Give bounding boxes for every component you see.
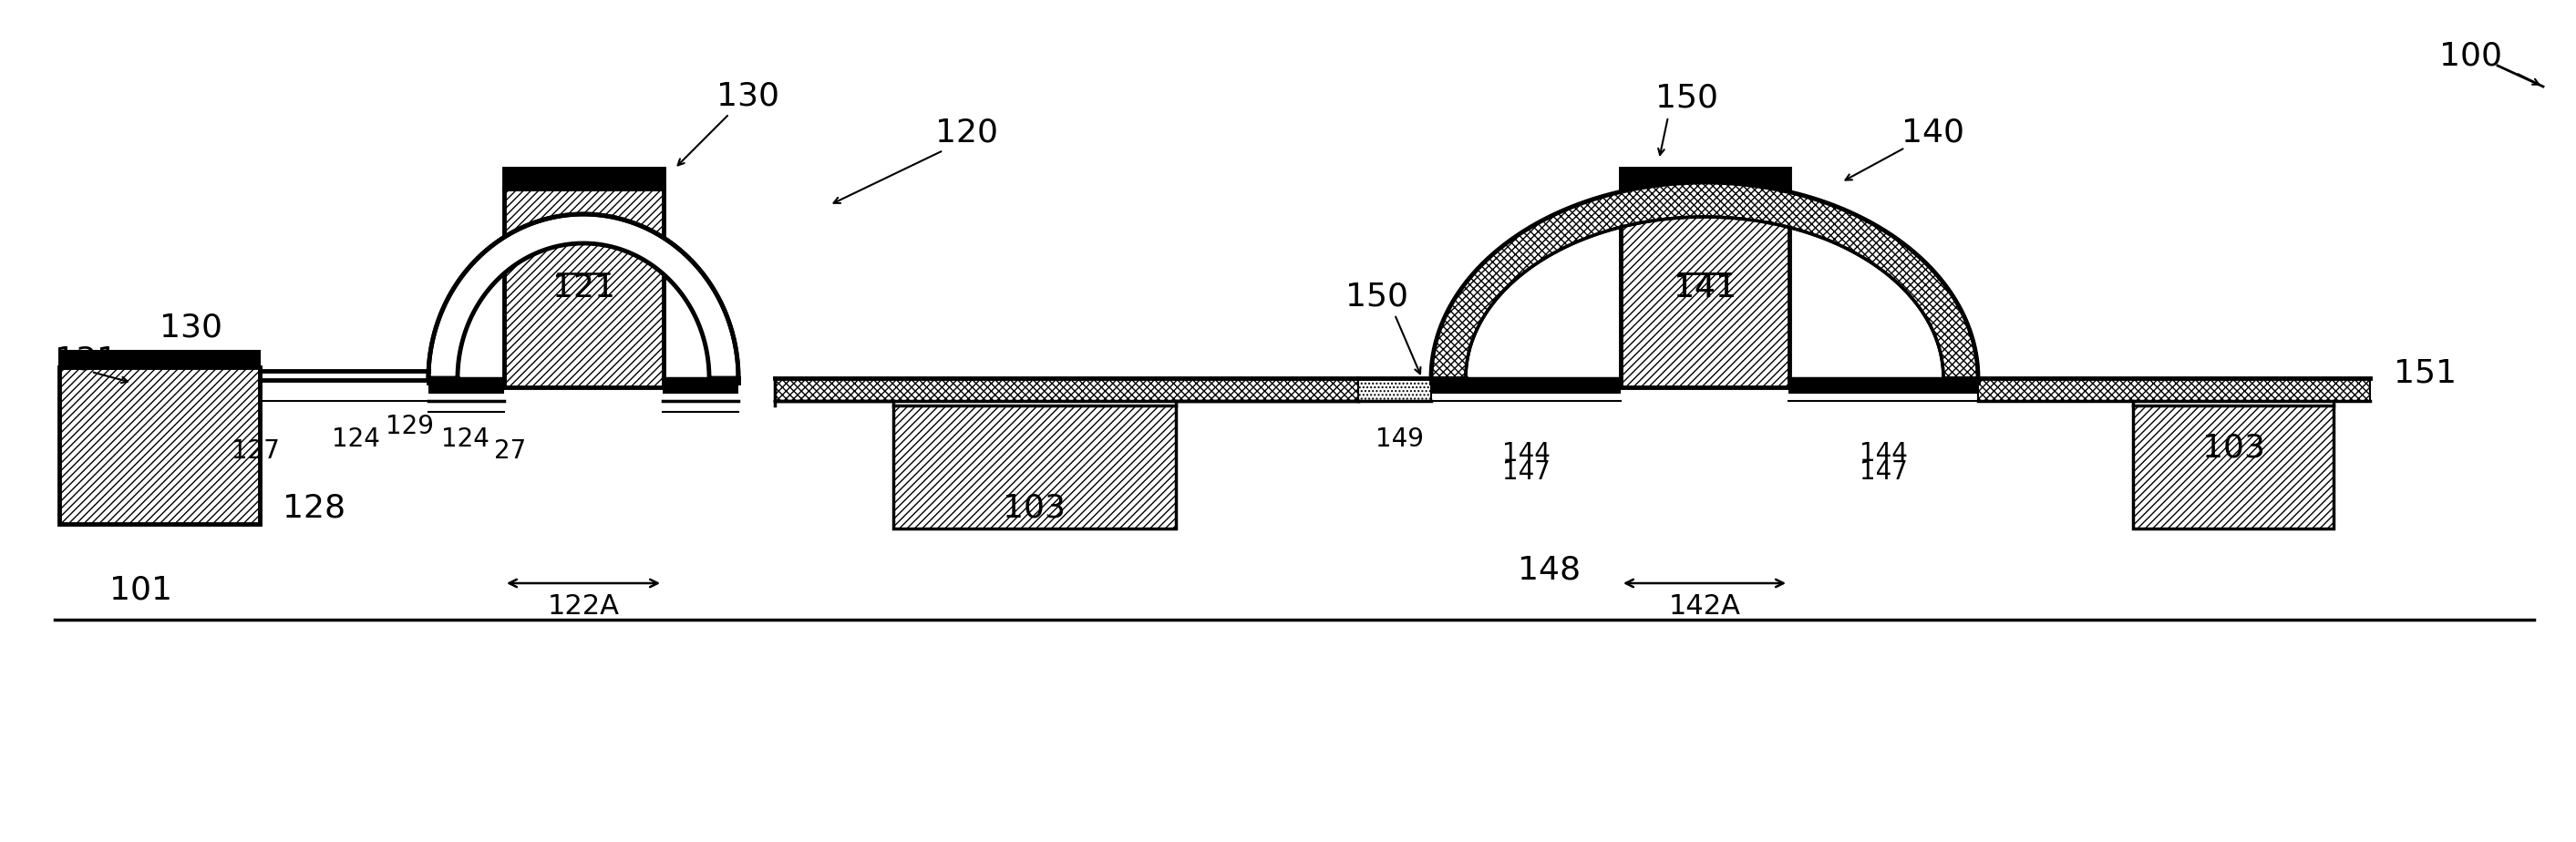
Text: 127: 127 xyxy=(232,439,278,464)
Bar xyxy=(505,168,665,189)
Text: 100: 100 xyxy=(2439,41,2501,72)
Text: 101: 101 xyxy=(111,575,173,606)
Text: 103: 103 xyxy=(2202,433,2264,464)
Bar xyxy=(428,401,505,412)
Bar xyxy=(428,378,505,394)
Text: 149: 149 xyxy=(1376,426,1425,452)
Bar xyxy=(1620,189,1790,387)
Text: 140: 140 xyxy=(1901,117,1963,147)
Text: 148: 148 xyxy=(1517,554,1582,585)
Text: 129: 129 xyxy=(386,413,435,440)
Text: 151: 151 xyxy=(2393,358,2455,389)
Bar xyxy=(1432,378,1620,394)
Bar xyxy=(1978,378,2370,401)
Text: 121: 121 xyxy=(551,273,616,303)
Bar xyxy=(1358,378,1432,401)
Text: 103: 103 xyxy=(1002,493,1066,524)
Text: 124: 124 xyxy=(332,426,379,452)
Bar xyxy=(775,378,1358,401)
Bar xyxy=(59,367,260,524)
Text: 144: 144 xyxy=(1860,441,1906,466)
Bar xyxy=(662,401,739,412)
Bar xyxy=(1620,168,1790,189)
Text: 147: 147 xyxy=(1860,459,1906,485)
Bar xyxy=(1788,378,1978,394)
Bar xyxy=(2133,406,2334,529)
Polygon shape xyxy=(1432,182,1978,378)
Polygon shape xyxy=(428,214,739,378)
Text: 144: 144 xyxy=(1502,441,1551,466)
Text: 124: 124 xyxy=(440,426,489,452)
Text: 27: 27 xyxy=(495,439,526,464)
Text: 128: 128 xyxy=(283,493,345,524)
Text: 141: 141 xyxy=(1674,273,1736,303)
Bar xyxy=(894,406,1175,529)
Text: 130: 130 xyxy=(716,80,778,111)
Text: 120: 120 xyxy=(935,117,997,147)
Bar xyxy=(59,351,260,367)
Text: 122A: 122A xyxy=(546,593,618,619)
Bar xyxy=(662,378,739,394)
Bar xyxy=(505,189,665,387)
Text: 147: 147 xyxy=(1502,459,1551,485)
Text: 150: 150 xyxy=(1654,83,1718,114)
Text: 150: 150 xyxy=(1345,280,1409,312)
Text: 130: 130 xyxy=(160,312,222,344)
Text: 141: 141 xyxy=(1674,273,1736,303)
Text: 142A: 142A xyxy=(1669,593,1741,619)
Text: 131: 131 xyxy=(54,344,118,376)
